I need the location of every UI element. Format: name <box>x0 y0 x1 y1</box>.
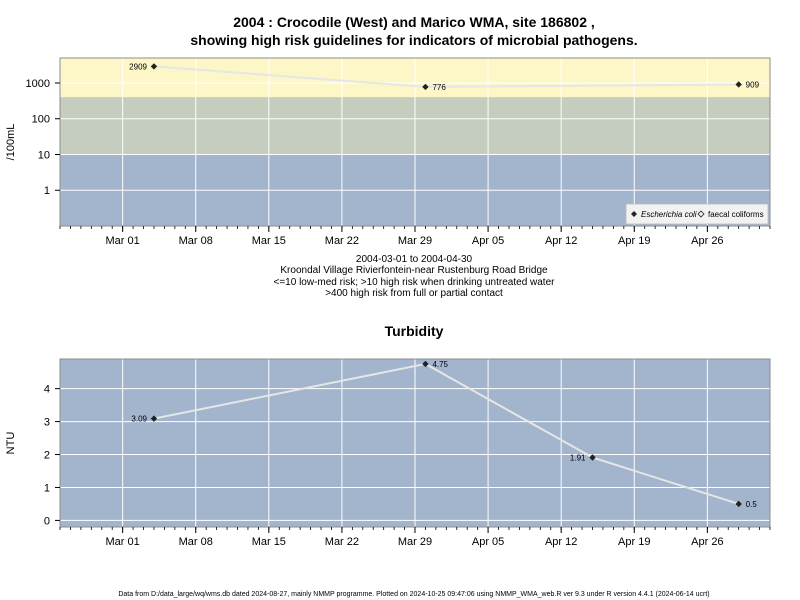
x-tick-label: Mar 01 <box>106 235 140 247</box>
data-label: 909 <box>746 80 760 89</box>
data-point <box>422 360 429 368</box>
data-label: 2909 <box>129 62 147 71</box>
x-tick-label: Apr 26 <box>691 536 723 548</box>
x-tick-label: Apr 26 <box>691 235 723 247</box>
data-point <box>150 63 158 70</box>
microbial-panel: 1 10 100 1000 Mar 01 Mar 08 Mar 15 Mar 22 Mar 29… <box>5 57 771 247</box>
data-point <box>735 500 742 508</box>
turbidity-title: Turbidity <box>385 323 444 339</box>
y-tick-label: 10 <box>38 149 50 161</box>
x-tick-label: Apr 05 <box>472 235 504 247</box>
legend-marker-filled <box>631 211 637 217</box>
y-tick-label: 2 <box>44 450 50 462</box>
data-label: 3.09 <box>131 415 147 424</box>
data-point <box>735 81 742 88</box>
data-label: 776 <box>432 83 446 92</box>
x-tick-label: Apr 05 <box>472 536 504 548</box>
guideline-note-1: <=10 low-med risk; >10 high risk when dr… <box>274 277 556 288</box>
legend-marker-open <box>697 210 705 218</box>
legend-box <box>625 203 769 225</box>
x-tick-label: Apr 12 <box>545 235 577 247</box>
x-tick-label: Mar 15 <box>252 235 286 247</box>
data-label: 0.5 <box>746 500 758 509</box>
y-tick-label: 1 <box>44 482 50 494</box>
y-tick-label: 0 <box>44 515 50 527</box>
footer-note: Data from D:/data_large/wq/wms.db dated … <box>118 591 709 598</box>
data-point <box>422 83 429 91</box>
site-name-note: Kroondal Village Rivierfontein-near Rust… <box>280 265 548 276</box>
date-range-note: 2004-03-01 to 2004-04-30 <box>356 254 473 265</box>
x-tick-label: Mar 08 <box>179 235 213 247</box>
turbidity-panel: 0 1 2 3 4 Mar 01 Mar 08 Mar 15 Mar 22 Mar 29 Apr 0… <box>5 358 771 548</box>
chart-title-line-1: 2004 : Crocodile (West) and Marico WMA, … <box>233 14 595 30</box>
x-tick-label: Apr 19 <box>618 235 650 247</box>
series-line <box>153 362 739 505</box>
y-tick-label: 1000 <box>26 78 50 90</box>
x-tick-label: Apr 12 <box>545 536 577 548</box>
y-axis-label: NTU <box>5 432 17 455</box>
x-tick-label: Mar 29 <box>398 235 432 247</box>
data-point <box>589 454 596 461</box>
y-tick-label: 3 <box>44 417 50 429</box>
x-tick-label: Mar 01 <box>106 536 140 548</box>
x-tick-label: Mar 22 <box>325 235 359 247</box>
y-axis-label: /100mL <box>5 124 17 161</box>
chart-title-line-2: showing high risk guidelines for indicat… <box>190 32 637 48</box>
legend-entry: Escherichia coli <box>641 210 697 219</box>
data-label: 1.91 <box>570 453 586 462</box>
x-tick-label: Mar 22 <box>325 536 359 548</box>
y-tick-label: 100 <box>32 114 50 126</box>
y-tick-label: 1 <box>44 185 50 197</box>
y-tick-label: 4 <box>44 384 50 396</box>
x-tick-label: Mar 15 <box>252 536 286 548</box>
data-point <box>150 415 158 422</box>
data-label: 4.75 <box>432 360 448 369</box>
x-tick-label: Mar 29 <box>398 536 432 548</box>
guideline-note-2: >400 high risk from full or partial cont… <box>325 288 503 299</box>
x-tick-label: Mar 08 <box>179 536 213 548</box>
x-tick-label: Apr 19 <box>618 536 650 548</box>
legend-entry: faecal coliforms <box>708 210 764 219</box>
